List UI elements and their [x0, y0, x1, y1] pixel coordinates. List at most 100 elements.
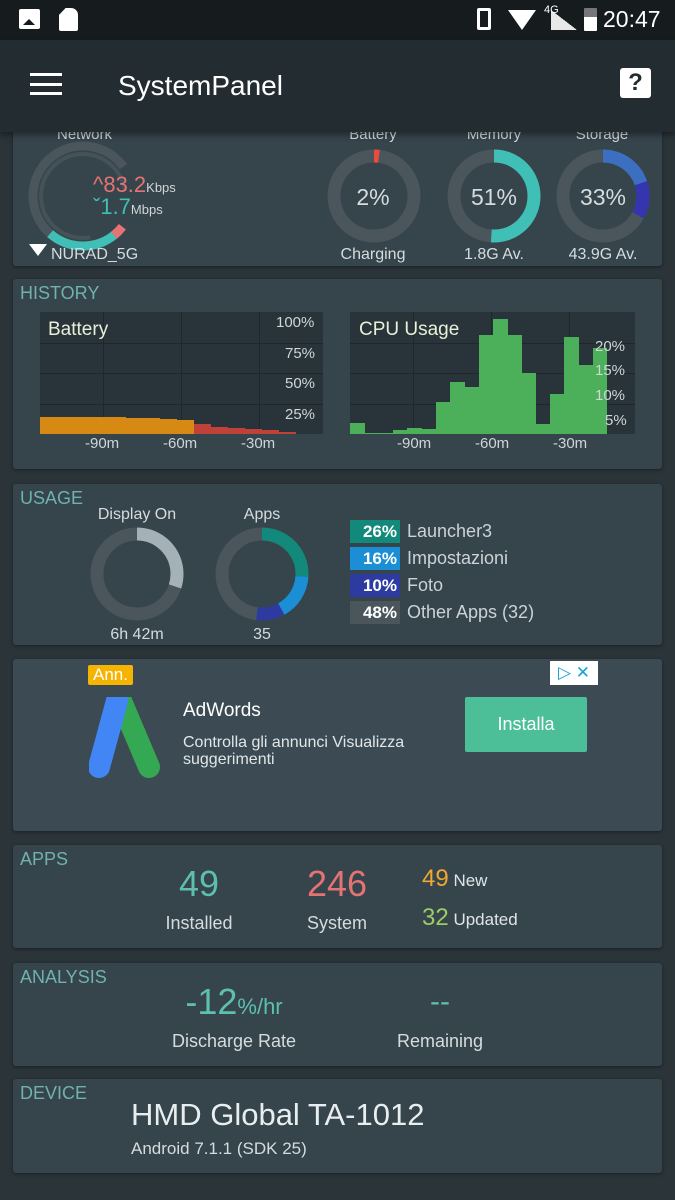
- battery-chart-title: Battery: [48, 319, 109, 340]
- x-tick: -60m: [163, 435, 198, 452]
- legend-item: 48% Other Apps (32): [350, 601, 534, 624]
- legend-percent: 16%: [350, 547, 400, 570]
- legend-item: 26% Launcher3: [350, 520, 492, 543]
- bar: [592, 348, 608, 434]
- x-tick: -90m: [85, 435, 120, 452]
- bar: [507, 334, 522, 434]
- y-tick: 20%: [595, 338, 626, 355]
- donut-segment: [90, 527, 184, 621]
- section-title: USAGE: [20, 488, 84, 508]
- bar: [549, 394, 565, 434]
- updated-apps: 32 Updated: [422, 904, 518, 931]
- upload-arc: [28, 141, 138, 251]
- bar: [521, 373, 537, 434]
- section-title: APPS: [20, 849, 69, 869]
- battery-status: Charging: [340, 246, 406, 263]
- section-title: HISTORY: [20, 283, 100, 303]
- donut-segment: [556, 149, 650, 243]
- x-tick: -60m: [475, 435, 510, 452]
- network-gauge: [28, 141, 138, 251]
- wifi-small-icon: [29, 244, 47, 256]
- ad-card[interactable]: Ann. ▷ ✕ AdWords Controlla gli annunci V…: [13, 659, 662, 831]
- battery-value: 2%: [356, 184, 390, 210]
- sd-card-icon: [59, 8, 78, 31]
- upload-speed: ^83.2Kbps: [93, 172, 176, 197]
- display-on-donut: [90, 527, 184, 621]
- image-icon: [19, 9, 40, 29]
- bar: [40, 416, 58, 434]
- discharge-rate: -12%/hr: [185, 981, 283, 1022]
- bar: [435, 402, 451, 434]
- bar: [210, 426, 229, 434]
- bar: [407, 428, 422, 434]
- bar: [492, 318, 508, 434]
- bar: [278, 431, 297, 434]
- status-bar: 4G 20:47: [0, 0, 675, 40]
- bar: [478, 334, 494, 434]
- legend-label: Foto: [407, 575, 444, 595]
- discharge-rate-label: Discharge Rate: [171, 1031, 297, 1051]
- bar: [421, 429, 437, 434]
- signal-icon: [551, 10, 577, 30]
- vibrate-icon: [477, 8, 491, 30]
- section-title: ANALYSIS: [20, 967, 107, 987]
- legend-label: Impostazioni: [407, 548, 509, 568]
- legend-percent: 26%: [350, 520, 400, 543]
- adwords-logo: [89, 697, 160, 778]
- bar: [261, 430, 280, 434]
- bar: [378, 432, 394, 434]
- y-tick: 50%: [285, 375, 316, 392]
- bar: [464, 387, 479, 434]
- apps-donut: [215, 527, 309, 621]
- overview-card: Network ^83.2Kbps ˇ1.7Mbps NURAD_5G Batt…: [13, 126, 662, 266]
- apps-label: Apps: [243, 506, 281, 523]
- y-tick: 5%: [605, 412, 627, 429]
- cpu-chart-title: CPU Usage: [359, 319, 460, 340]
- bar: [125, 417, 143, 434]
- bar: [193, 424, 212, 434]
- bar: [159, 419, 178, 434]
- device-card: DEVICE HMD Global TA-1012 Android 7.1.1 …: [13, 1079, 662, 1173]
- help-icon[interactable]: ?: [620, 68, 651, 98]
- system-count: 246: [306, 863, 368, 904]
- bar: [449, 382, 465, 434]
- donut-segment: [327, 149, 421, 243]
- adchoices-icon[interactable]: ▷ ✕: [550, 661, 598, 685]
- memory-donut: [447, 149, 541, 243]
- cpu-history-chart: [350, 312, 635, 434]
- remaining-label: Remaining: [396, 1031, 484, 1051]
- bar: [74, 416, 92, 434]
- bar: [108, 416, 126, 434]
- x-tick: -90m: [397, 435, 432, 452]
- bar: [142, 418, 160, 434]
- device-model: HMD Global TA-1012: [131, 1097, 425, 1132]
- bar: [350, 423, 365, 434]
- y-tick: 15%: [595, 362, 626, 379]
- gridline: [259, 312, 260, 434]
- hamburger-icon[interactable]: [30, 73, 62, 95]
- memory-value: 51%: [470, 184, 518, 210]
- battery-history-chart: [40, 312, 323, 434]
- installed-count: 49: [178, 863, 220, 904]
- app-title: SystemPanel: [118, 70, 283, 101]
- bar: [227, 427, 246, 434]
- bar: [244, 429, 263, 434]
- ad-title: AdWords: [183, 700, 261, 721]
- display-on-label: Display On: [97, 506, 177, 523]
- legend-item: 10% Foto: [350, 574, 443, 597]
- x-tick: -30m: [553, 435, 588, 452]
- storage-available: 43.9G Av.: [568, 246, 638, 263]
- legend-label: Other Apps (32): [407, 602, 535, 622]
- apps-card: APPS 49 Installed 246 System 49 New 32 U…: [13, 845, 662, 948]
- usage-card: USAGE Display On 6h 42m Apps 35 26% Launc…: [13, 484, 662, 645]
- bar: [535, 423, 551, 434]
- storage-value: 33%: [579, 184, 627, 210]
- os-version: Android 7.1.1 (SDK 25): [131, 1139, 307, 1158]
- install-button[interactable]: Installa: [465, 697, 587, 752]
- arrow-up-icon: ^: [93, 172, 104, 197]
- wifi-icon: [508, 10, 536, 30]
- history-card: HISTORY Battery 100% 75% 50% 25% -90m -6…: [13, 279, 662, 469]
- app-bar: SystemPanel ?: [0, 40, 675, 132]
- installed-label: Installed: [165, 913, 233, 933]
- legend-percent: 48%: [350, 601, 400, 624]
